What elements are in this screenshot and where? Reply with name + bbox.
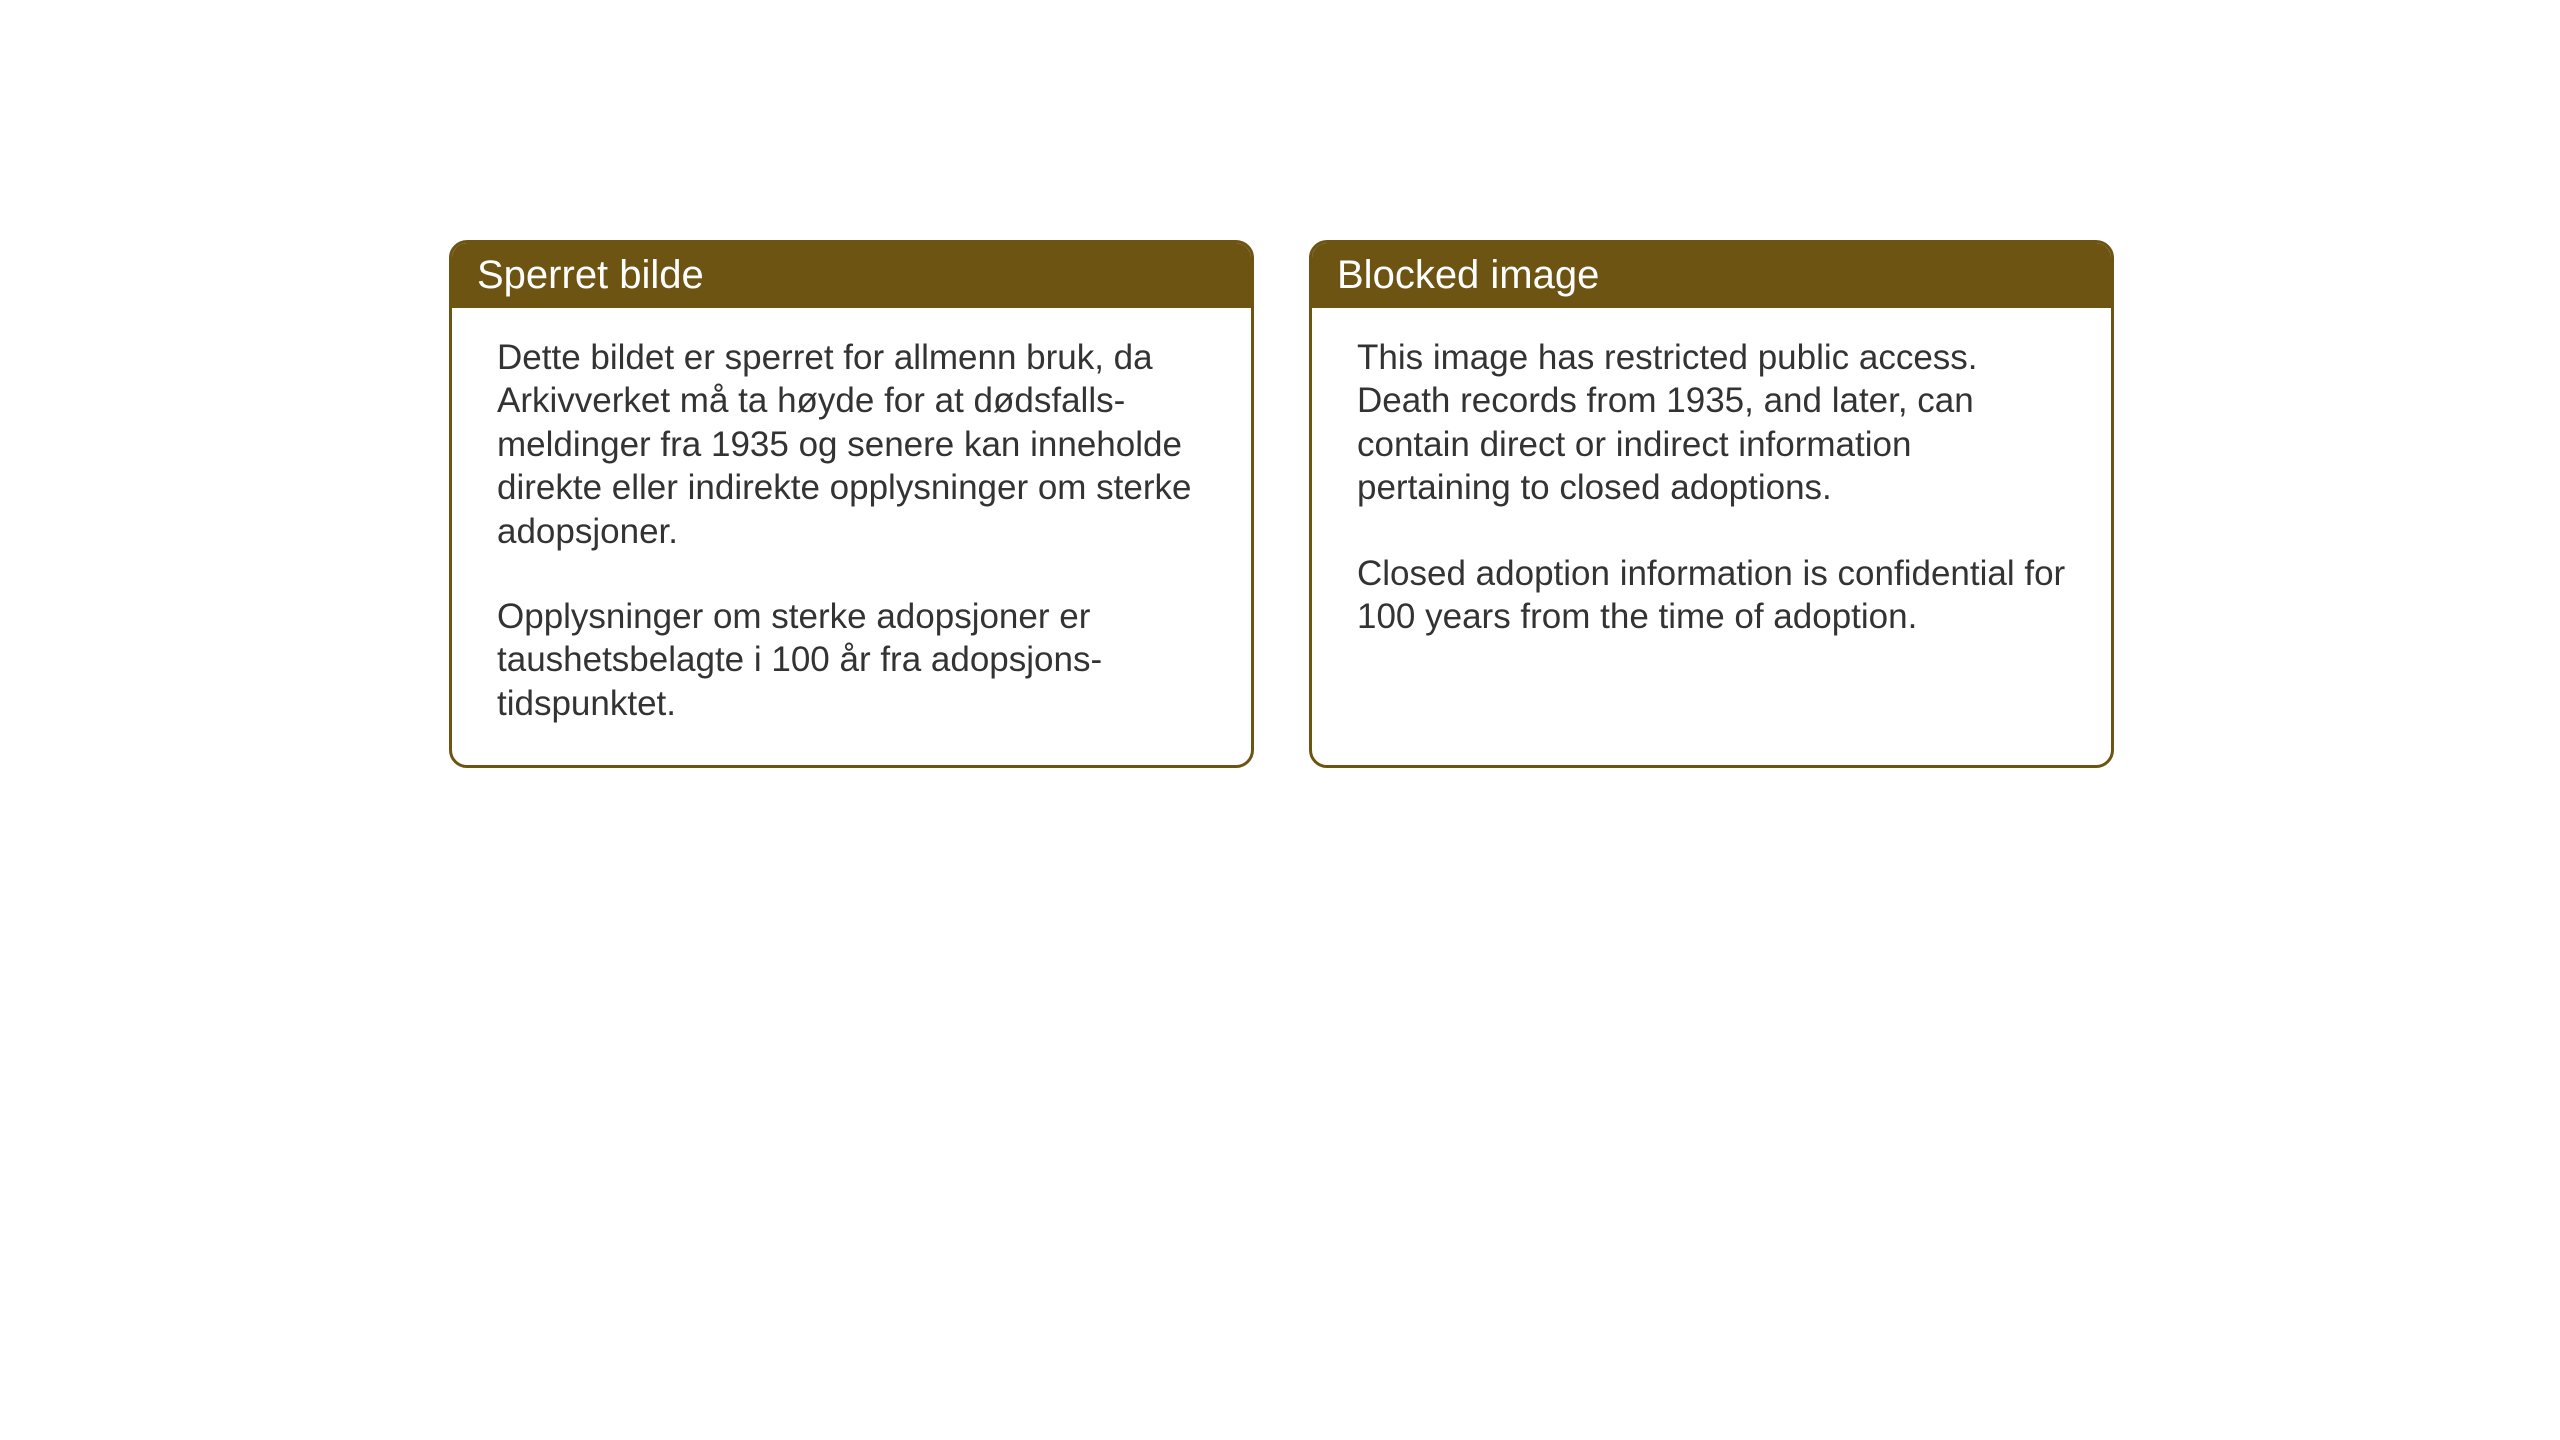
card-header-norwegian: Sperret bilde: [452, 243, 1251, 308]
card-body-norwegian: Dette bildet er sperret for allmenn bruk…: [452, 308, 1251, 765]
card-title-norwegian: Sperret bilde: [477, 253, 704, 297]
card-english: Blocked image This image has restricted …: [1309, 240, 2114, 768]
card-title-english: Blocked image: [1337, 253, 1599, 297]
card-body-english: This image has restricted public access.…: [1312, 308, 2111, 748]
card-paragraph-1-english: This image has restricted public access.…: [1357, 336, 2066, 510]
card-paragraph-1-norwegian: Dette bildet er sperret for allmenn bruk…: [497, 336, 1206, 553]
card-paragraph-2-english: Closed adoption information is confident…: [1357, 552, 2066, 639]
card-norwegian: Sperret bilde Dette bildet er sperret fo…: [449, 240, 1254, 768]
cards-container: Sperret bilde Dette bildet er sperret fo…: [449, 240, 2114, 768]
card-paragraph-2-norwegian: Opplysninger om sterke adopsjoner er tau…: [497, 595, 1206, 725]
card-header-english: Blocked image: [1312, 243, 2111, 308]
